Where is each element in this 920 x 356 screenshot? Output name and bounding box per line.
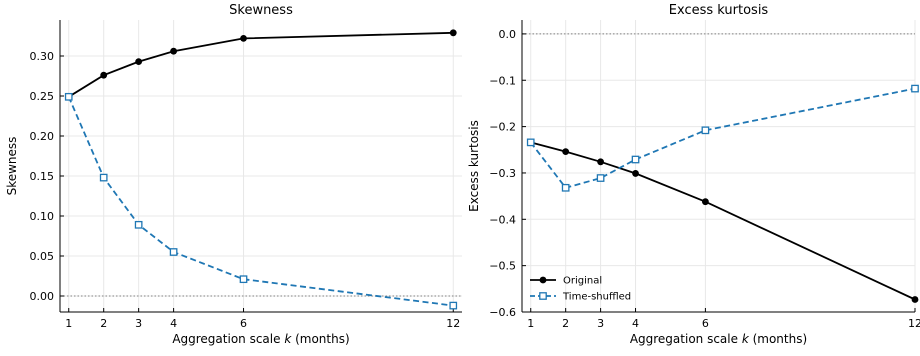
data-point	[702, 198, 709, 206]
data-point	[911, 84, 919, 93]
x-axis-label-part: (months)	[749, 332, 807, 346]
data-point	[64, 92, 73, 101]
y-tick-label: −0.1	[489, 74, 516, 87]
data-point	[562, 148, 570, 156]
x-axis-label-part: Aggregation scale	[172, 332, 284, 346]
x-tick-label: 3	[135, 317, 142, 330]
data-point	[239, 275, 248, 284]
data-point	[597, 158, 604, 166]
data-point	[701, 126, 710, 135]
y-tick-label: 0.30	[30, 50, 55, 63]
series-line-1	[68, 31, 454, 98]
data-point	[449, 29, 457, 37]
data-point	[170, 47, 178, 55]
y-tick-label: −0.2	[489, 121, 516, 134]
legend-marker	[539, 276, 547, 284]
data-point	[631, 155, 640, 164]
y-tick-label: −0.4	[489, 213, 516, 226]
x-axis-label: Aggregation scale k (months)	[172, 332, 349, 346]
data-point	[135, 58, 143, 65]
x-tick-label: 2	[100, 317, 107, 330]
y-axis-label: Skewness	[5, 137, 19, 196]
x-tick-label: 4	[632, 317, 639, 330]
series-line-2	[67, 96, 454, 307]
x-axis-label-part: k	[742, 332, 750, 346]
y-tick-label: −0.3	[489, 167, 516, 180]
data-point	[99, 173, 108, 182]
data-point	[449, 301, 458, 310]
data-point	[526, 138, 535, 147]
y-tick-label: 0.20	[30, 130, 55, 143]
y-tick-label: −0.5	[489, 260, 516, 273]
data-point	[596, 174, 605, 182]
chart-panel-2: 1 2 3 4 6 120.0−0.1−0.2−0.3−0.4−0.5−0.6Excess…	[467, 3, 920, 346]
data-point	[561, 183, 570, 192]
x-axis-label: Aggregation scale k (months)	[630, 332, 807, 346]
x-axis-label-part: Aggregation scale	[630, 332, 742, 346]
x-tick-label: 6	[240, 317, 247, 330]
y-tick-label: 0.00	[30, 290, 55, 303]
x-axis-label-part: (months)	[291, 332, 349, 346]
y-tick-label: 0.10	[30, 210, 55, 223]
y-tick-label: 0.05	[30, 250, 55, 263]
x-tick-label: 3	[597, 317, 604, 330]
x-tick-label: 1	[527, 317, 534, 330]
x-tick-label: 12	[908, 317, 920, 330]
y-tick-label: 0.0	[499, 28, 517, 41]
data-point	[632, 170, 639, 177]
x-axis-label-part: k	[284, 332, 292, 346]
data-point	[169, 248, 178, 256]
chart-panel-1: 1 2 3 4 6 120.000.050.100.150.200.250.30Skewn…	[5, 3, 462, 346]
legend-label: Time-shuffled	[562, 292, 631, 303]
y-axis-label: Excess kurtosis	[467, 120, 481, 212]
x-tick-label: 12	[446, 317, 460, 330]
data-point	[100, 71, 108, 79]
x-tick-label: 6	[702, 317, 709, 330]
x-tick-label: 4	[170, 317, 177, 330]
legend-label: Original	[563, 276, 602, 287]
y-tick-label: 0.15	[30, 170, 55, 183]
x-tick-label: 2	[562, 317, 569, 330]
y-tick-label: 0.25	[30, 90, 55, 103]
data-point	[134, 220, 143, 229]
data-point	[240, 35, 247, 42]
series-line-2	[529, 87, 916, 189]
chart-title: Excess kurtosis	[669, 3, 769, 18]
series-line-1	[530, 141, 916, 301]
legend-marker	[539, 292, 547, 300]
chart-title: Skewness	[229, 3, 293, 18]
y-tick-label: −0.6	[489, 306, 516, 319]
data-point	[911, 296, 919, 303]
x-tick-label: 1	[65, 317, 72, 330]
